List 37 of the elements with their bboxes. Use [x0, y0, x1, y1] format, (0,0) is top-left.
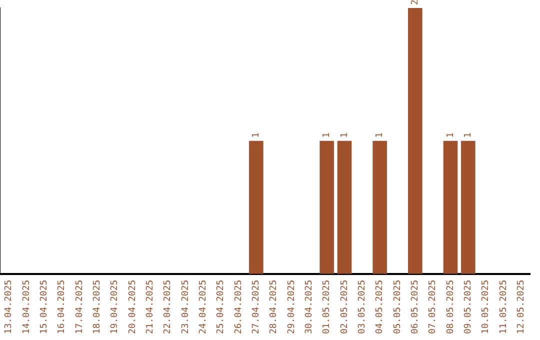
x-tick-label: 23.04.2025 — [180, 280, 191, 334]
x-tick-label: 07.05.2025 — [428, 280, 438, 334]
x-tick-label: 09.05.2025 — [464, 280, 474, 334]
x-tick-label: 16.04.2025 — [57, 280, 68, 334]
x-tick-label: 21.04.2025 — [146, 280, 156, 334]
x-tick-label: 25.04.2025 — [216, 280, 226, 334]
data-label: 1 — [340, 132, 350, 138]
x-tick-label: 29.04.2025 — [286, 280, 297, 334]
x-tick-label: 11.05.2025 — [498, 280, 509, 334]
x-tick-label: 12.05.2025 — [516, 280, 527, 334]
x-tick-label: 01.05.2025 — [322, 280, 332, 334]
x-tick-label: 22.04.2025 — [163, 280, 174, 334]
x-tick-label: 06.05.2025 — [410, 280, 421, 334]
x-tick-label: 02.05.2025 — [340, 280, 350, 334]
x-tick-label: 24.04.2025 — [198, 280, 209, 334]
x-tick-label: 19.04.2025 — [110, 280, 120, 334]
x-tick-label: 26.04.2025 — [234, 280, 244, 334]
data-label: 1 — [446, 132, 456, 138]
x-tick-label: 10.05.2025 — [481, 280, 492, 334]
data-label: 1 — [252, 132, 262, 138]
x-tick-label: 14.04.2025 — [22, 280, 32, 334]
x-tick-label: 05.05.2025 — [392, 280, 403, 334]
x-tick-label: 13.04.2025 — [4, 280, 14, 334]
data-label: 1 — [322, 132, 332, 138]
data-label: 1 — [464, 132, 474, 138]
x-tick-label: 30.04.2025 — [304, 280, 315, 334]
x-tick-label: 18.04.2025 — [92, 280, 103, 334]
x-tick-label: 27.04.2025 — [252, 280, 262, 334]
data-label: 2 — [410, 0, 421, 5]
x-tick-label: 15.04.2025 — [40, 280, 50, 334]
x-tick-label: 04.05.2025 — [375, 280, 386, 334]
x-tick-label: 28.04.2025 — [269, 280, 280, 334]
x-tick-label: 17.04.2025 — [74, 280, 85, 334]
x-tick-label: 20.04.2025 — [128, 280, 138, 334]
x-tick-label: 08.05.2025 — [446, 280, 456, 334]
x-tick-label: 03.05.2025 — [358, 280, 368, 334]
data-label: 1 — [375, 132, 386, 138]
